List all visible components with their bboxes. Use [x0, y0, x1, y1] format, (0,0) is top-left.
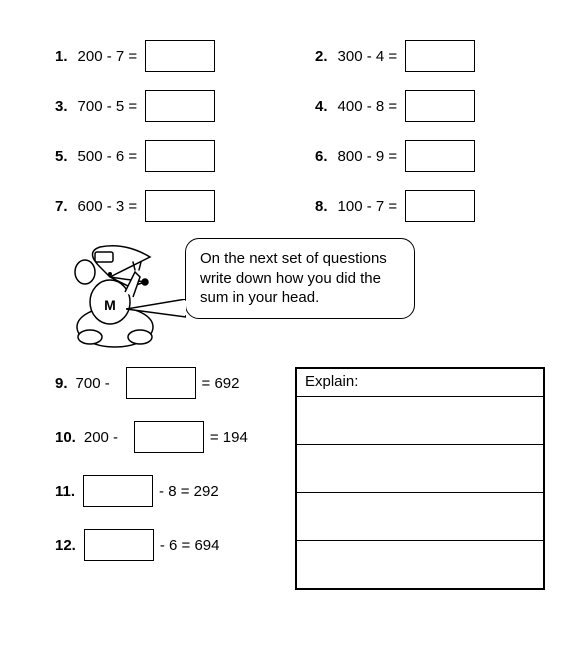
problem-post: = 692 [202, 375, 240, 392]
answer-box[interactable] [405, 40, 475, 72]
problem-post: - 6 = 694 [160, 537, 220, 554]
answer-box[interactable] [145, 190, 215, 222]
problem-expr: 500 - 6 = [78, 148, 138, 165]
answer-box[interactable] [145, 140, 215, 172]
problem-number: 9. [55, 375, 68, 392]
problem-4: 4. 400 - 8 = [315, 90, 545, 122]
problem-2: 2. 300 - 4 = [315, 40, 545, 72]
problem-number: 4. [315, 98, 328, 115]
explain-header: Explain: [297, 369, 544, 397]
answer-box[interactable] [83, 475, 153, 507]
problem-11: 11. - 8 = 292 [55, 475, 275, 507]
speech-text: On the next set of questions write down … [200, 250, 387, 306]
top-problems: 1. 200 - 7 = 2. 300 - 4 = 3. 700 - 5 = 4. 40… [55, 40, 545, 222]
problem-expr: 700 - 5 = [78, 98, 138, 115]
answer-box[interactable] [145, 40, 215, 72]
answer-box[interactable] [405, 190, 475, 222]
problem-8: 8. 100 - 7 = [315, 190, 545, 222]
speech-row: M On the next set of questions write dow… [55, 242, 545, 352]
problem-number: 5. [55, 148, 68, 165]
answer-box[interactable] [134, 421, 204, 453]
problem-expr: 800 - 9 = [338, 148, 398, 165]
bottom-problems: 9.700 -= 692 10.200 -= 194 11.- 8 = 292 … [55, 367, 275, 590]
explain-row[interactable] [297, 445, 544, 493]
answer-box[interactable] [84, 529, 154, 561]
mouse-character-icon: M [55, 242, 175, 352]
bubble-tail-icon [126, 299, 186, 319]
problem-number: 6. [315, 148, 328, 165]
problem-12: 12. - 6 = 694 [55, 529, 275, 561]
problem-number: 11. [55, 483, 75, 500]
problem-expr: 300 - 4 = [338, 48, 398, 65]
answer-box[interactable] [405, 140, 475, 172]
explain-row[interactable] [297, 397, 544, 445]
problem-pre: 700 - [76, 375, 120, 392]
problem-number: 7. [55, 198, 68, 215]
problem-expr: 600 - 3 = [78, 198, 138, 215]
problem-5: 5. 500 - 6 = [55, 140, 285, 172]
problem-pre: 200 - [84, 429, 128, 446]
problem-expr: 100 - 7 = [338, 198, 398, 215]
problem-number: 2. [315, 48, 328, 65]
bottom-section: 9.700 -= 692 10.200 -= 194 11.- 8 = 292 … [55, 367, 545, 590]
speech-bubble: On the next set of questions write down … [185, 238, 415, 319]
problem-number: 1. [55, 48, 68, 65]
problem-expr: 200 - 7 = [78, 48, 138, 65]
problem-post: = 194 [210, 429, 248, 446]
problem-3: 3. 700 - 5 = [55, 90, 285, 122]
explain-row[interactable] [297, 541, 544, 589]
problem-number: 12. [55, 537, 76, 554]
problem-number: 10. [55, 429, 76, 446]
explain-table: Explain: [296, 368, 544, 589]
problem-number: 3. [55, 98, 68, 115]
problem-post: - 8 = 292 [159, 483, 219, 500]
problem-number: 8. [315, 198, 328, 215]
svg-text:M: M [104, 297, 116, 313]
answer-box[interactable] [405, 90, 475, 122]
problem-10: 10. 200 - = 194 [55, 421, 275, 453]
problem-1: 1. 200 - 7 = [55, 40, 285, 72]
explain-panel: Explain: [295, 367, 545, 590]
worksheet-page: 1. 200 - 7 = 2. 300 - 4 = 3. 700 - 5 = 4. 40… [0, 0, 585, 645]
answer-box[interactable] [126, 367, 196, 399]
problem-expr: 400 - 8 = [338, 98, 398, 115]
answer-box[interactable] [145, 90, 215, 122]
problem-6: 6. 800 - 9 = [315, 140, 545, 172]
problem-7: 7. 600 - 3 = [55, 190, 285, 222]
explain-row[interactable] [297, 493, 544, 541]
problem-9: 9. 700 - = 692 [55, 367, 275, 399]
